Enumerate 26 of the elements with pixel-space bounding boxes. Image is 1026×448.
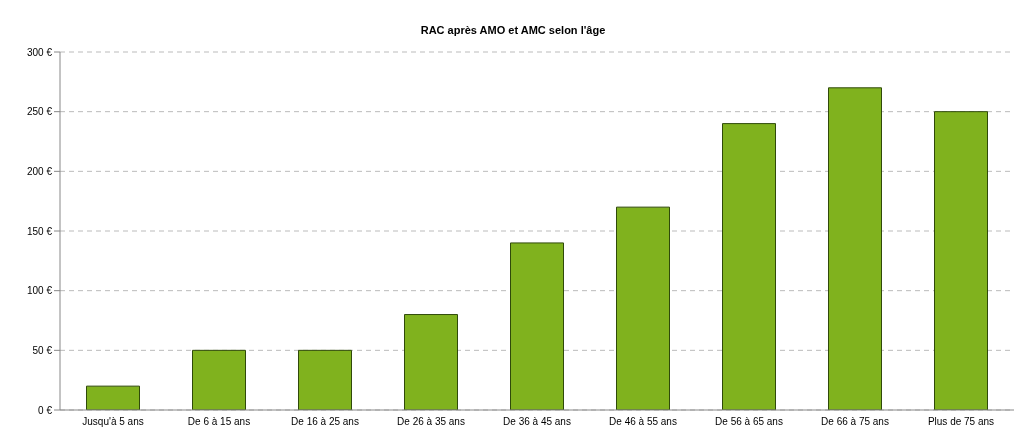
bar — [192, 349, 246, 410]
y-tick-label: 300 € — [26, 46, 53, 58]
bar — [828, 87, 882, 410]
bar — [404, 314, 458, 410]
y-tick-label: 100 € — [26, 285, 53, 297]
bar — [298, 349, 352, 410]
bar — [616, 206, 670, 410]
bar — [722, 123, 776, 410]
y-tick-label: 250 € — [26, 106, 53, 118]
bar — [510, 242, 564, 410]
x-tick-label: De 66 à 75 ans — [821, 416, 889, 428]
y-tick-label: 150 € — [26, 225, 53, 237]
x-tick-label: De 36 à 45 ans — [503, 416, 571, 428]
bar — [934, 111, 988, 410]
x-tick-label: De 46 à 55 ans — [609, 416, 677, 428]
x-tick-label: De 26 à 35 ans — [397, 416, 465, 428]
y-tick-label: 0 € — [38, 404, 53, 416]
x-tick-label: De 16 à 25 ans — [291, 416, 359, 428]
y-tick-label: 50 € — [32, 344, 53, 356]
x-tick-label: De 56 à 65 ans — [715, 416, 783, 428]
chart-title: RAC après AMO et AMC selon l'âge — [419, 24, 607, 38]
x-tick-label: Jusqu'à 5 ans — [82, 416, 144, 428]
x-tick-label: Plus de 75 ans — [927, 416, 995, 428]
x-tick-label: De 6 à 15 ans — [187, 416, 251, 428]
bar — [86, 385, 140, 410]
y-tick-label: 200 € — [26, 165, 53, 177]
